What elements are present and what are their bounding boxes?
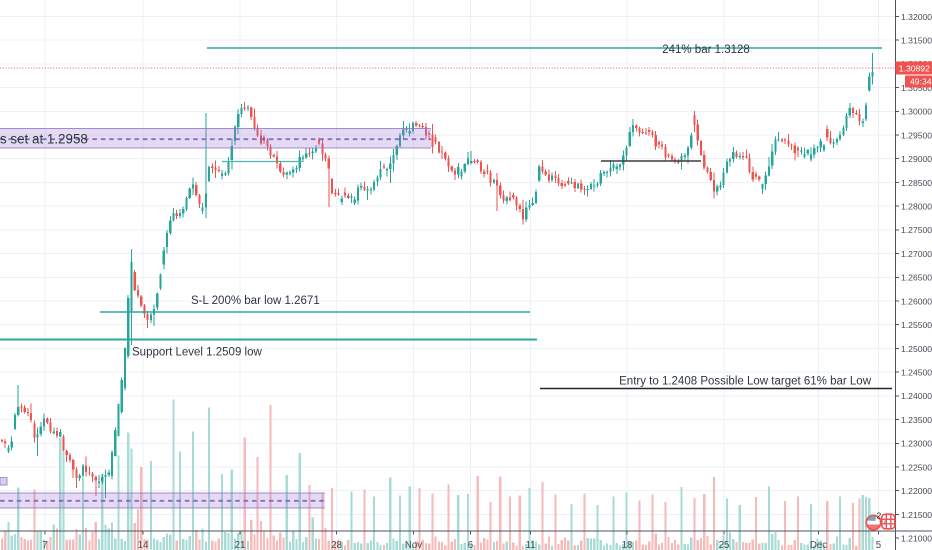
svg-text:1.23500: 1.23500 <box>901 415 932 425</box>
svg-text:Nov: Nov <box>405 540 422 550</box>
svg-text:1.22000: 1.22000 <box>901 486 932 496</box>
svg-text:7: 7 <box>42 540 47 550</box>
svg-text:1.31500: 1.31500 <box>901 36 932 46</box>
svg-text:49:34: 49:34 <box>910 76 932 86</box>
svg-text:1.28500: 1.28500 <box>901 178 932 188</box>
svg-text:1.27500: 1.27500 <box>901 225 932 235</box>
svg-text:1.21500: 1.21500 <box>901 510 932 520</box>
svg-text:5: 5 <box>876 540 881 550</box>
svg-text:s set at 1.2958: s set at 1.2958 <box>0 132 88 147</box>
svg-text:1.29500: 1.29500 <box>901 130 932 140</box>
svg-text:1.23000: 1.23000 <box>901 439 932 449</box>
svg-text:1.30000: 1.30000 <box>901 107 932 117</box>
svg-text:21: 21 <box>235 540 246 550</box>
svg-text:Entry to 1.2408 Possible Low t: Entry to 1.2408 Possible Low target 61% … <box>619 376 872 388</box>
svg-text:1.25000: 1.25000 <box>901 344 932 354</box>
svg-text:11: 11 <box>525 540 535 550</box>
svg-text:1.32000: 1.32000 <box>901 12 932 22</box>
svg-text:1.30892: 1.30892 <box>899 63 930 73</box>
svg-text:Support Level 1.2509 low: Support Level 1.2509 low <box>132 347 262 359</box>
svg-text:1.21000: 1.21000 <box>901 534 932 544</box>
svg-text:S-L 200% bar low 1.2671: S-L 200% bar low 1.2671 <box>191 295 320 307</box>
svg-text:Dec: Dec <box>810 540 827 550</box>
svg-text:1.29000: 1.29000 <box>901 154 932 164</box>
svg-text:1.22500: 1.22500 <box>901 462 932 472</box>
svg-text:1.30500: 1.30500 <box>901 83 932 93</box>
svg-text:1.25500: 1.25500 <box>901 320 932 330</box>
svg-text:18: 18 <box>622 540 633 550</box>
svg-text:1.27000: 1.27000 <box>901 249 932 259</box>
svg-text:28: 28 <box>331 540 342 550</box>
svg-text:14: 14 <box>138 540 149 550</box>
svg-text:1.28000: 1.28000 <box>901 202 932 212</box>
svg-text:241% bar 1.3128: 241% bar 1.3128 <box>662 44 750 56</box>
svg-text:6: 6 <box>468 540 473 550</box>
svg-text:1.24500: 1.24500 <box>901 368 932 378</box>
svg-text:25: 25 <box>719 540 730 550</box>
svg-text:1.26000: 1.26000 <box>901 296 932 306</box>
svg-text:1.24000: 1.24000 <box>901 391 932 401</box>
svg-text:2: 2 <box>877 511 882 521</box>
svg-text:1.26500: 1.26500 <box>901 273 932 283</box>
